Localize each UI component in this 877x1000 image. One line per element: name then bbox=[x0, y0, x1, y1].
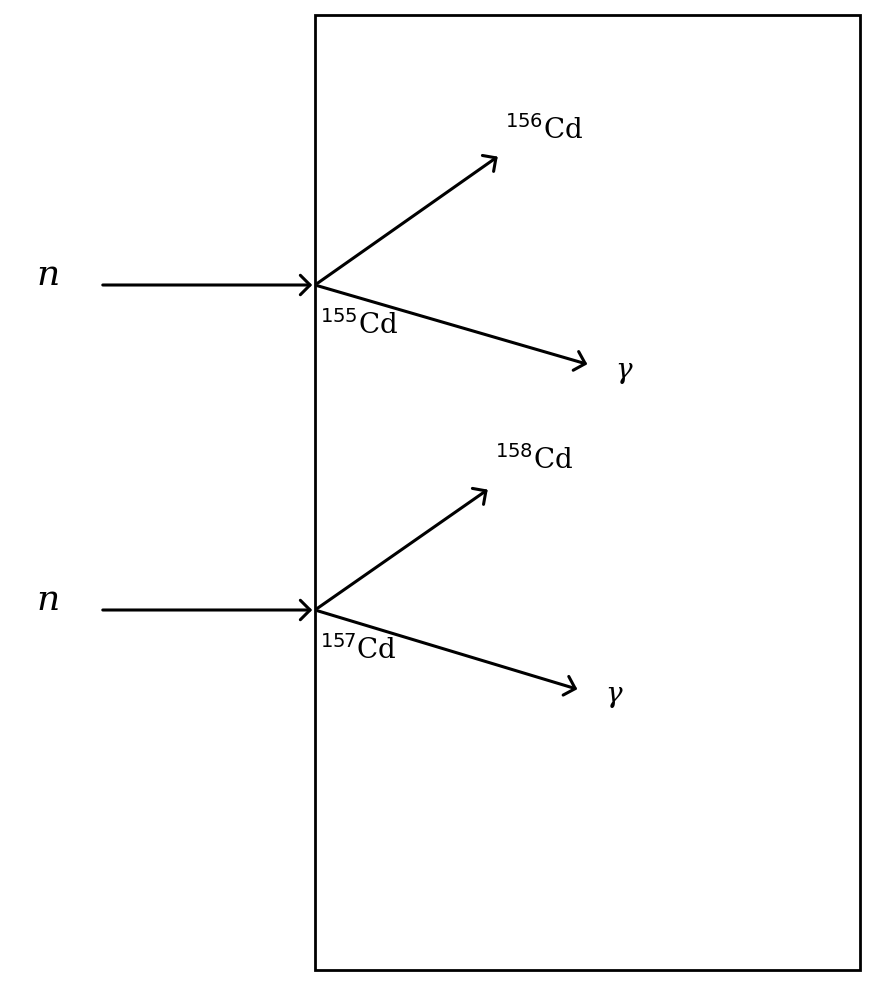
Text: n: n bbox=[36, 583, 60, 617]
Text: γ: γ bbox=[604, 682, 621, 708]
Bar bbox=[315, 15, 859, 970]
Text: $^{157}$Cd: $^{157}$Cd bbox=[319, 635, 396, 665]
Text: $^{158}$Cd: $^{158}$Cd bbox=[495, 445, 573, 475]
Text: n: n bbox=[36, 258, 60, 292]
Text: $^{156}$Cd: $^{156}$Cd bbox=[504, 115, 582, 145]
Text: $^{155}$Cd: $^{155}$Cd bbox=[319, 310, 398, 340]
Text: γ: γ bbox=[614, 357, 631, 383]
